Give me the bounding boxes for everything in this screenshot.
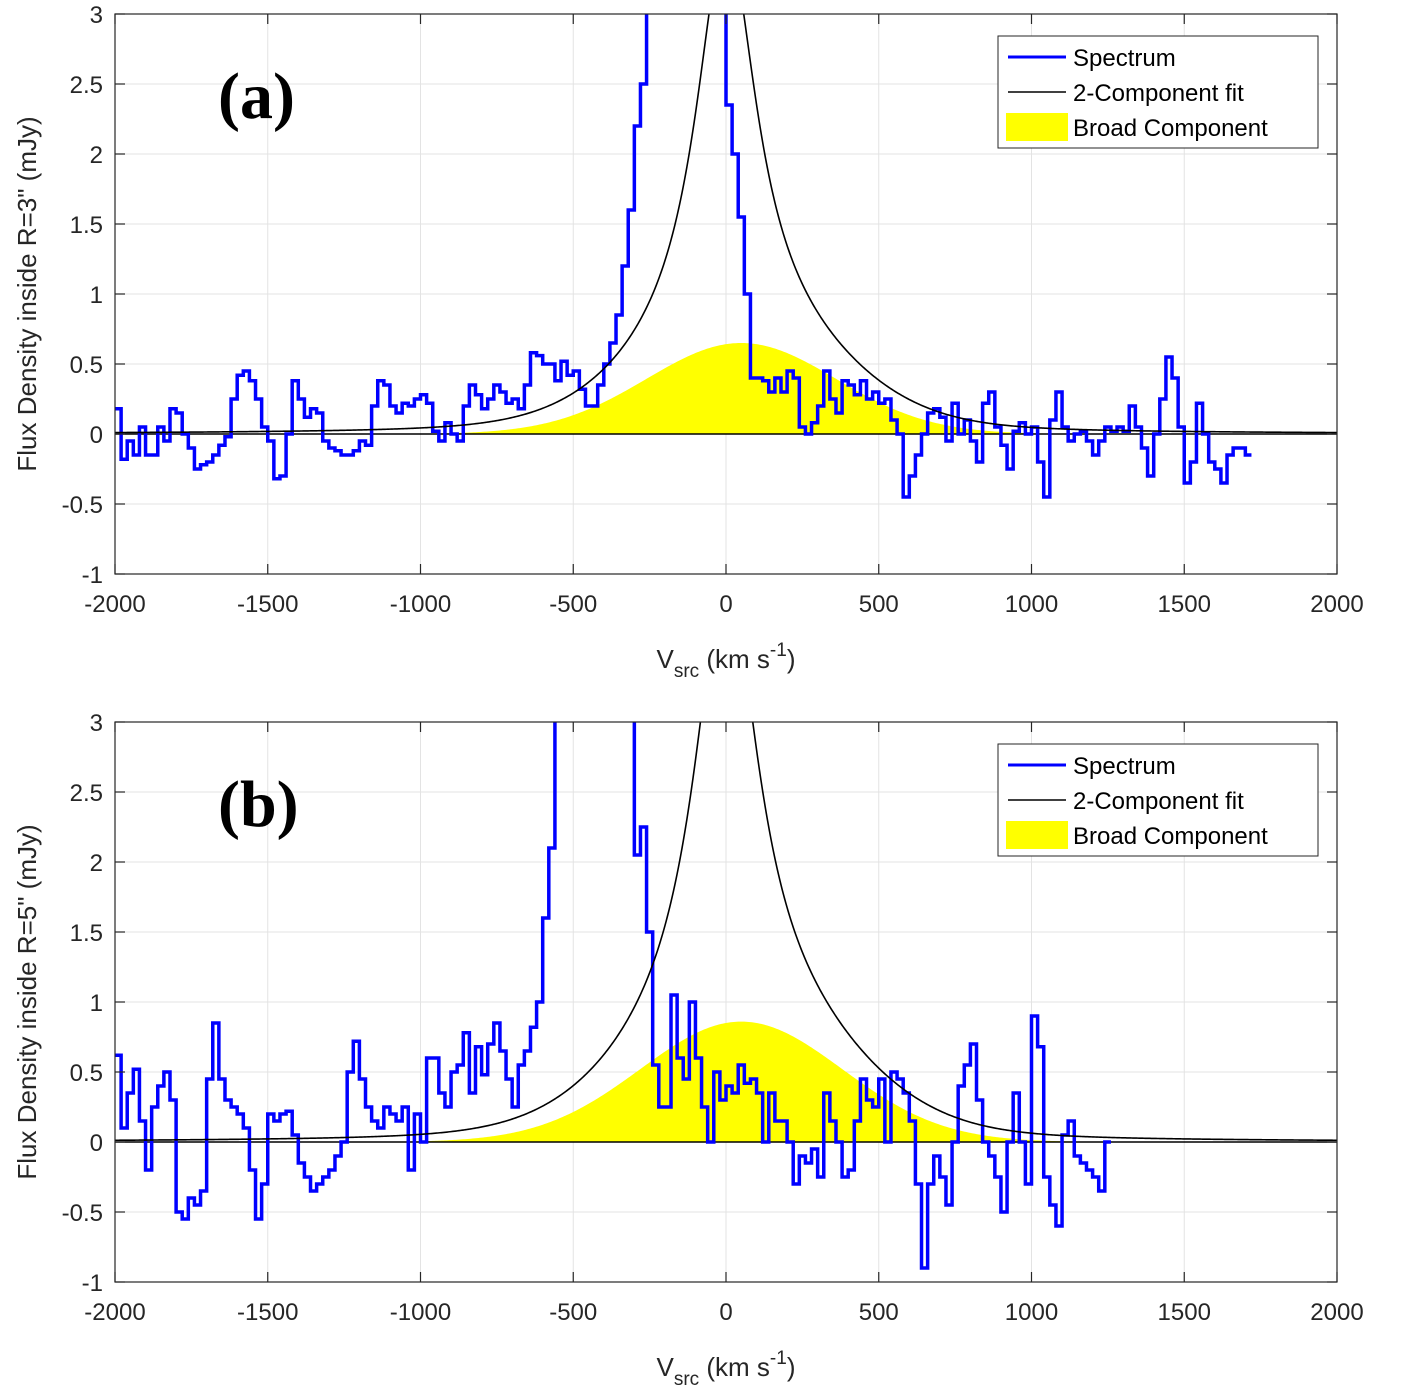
panel-a-label: (a) [218,60,295,133]
panel-b-y-tick-label: -1 [82,1270,103,1297]
panel-b-y-tick-label: 2.5 [70,780,103,807]
panel-a-x-tick-label: -2000 [84,591,145,618]
panel-b-x-tick-label: -500 [549,1299,597,1326]
panel-b-y-tick-label: 2 [90,850,103,877]
panel-a-y-tick-label: -0.5 [62,492,103,519]
panel-a-y-tick-label: 3 [90,2,103,29]
panel-a-x-tick-label: 500 [859,591,899,618]
panel-a-x-tick-label: -500 [549,591,597,618]
panel-b: -2000 -1500 -1000 -500 0 500 1000 1500 2000 -1 -0… [12,710,1364,1390]
panel-a-y-tick-label: 1 [90,282,103,309]
panel-a-x-tick-label: 0 [719,591,732,618]
panel-b-y-tick-label: 3 [90,710,103,737]
panel-b-y-tick-label: 0 [90,1130,103,1157]
panel-b-x-tick-labels: -2000 -1500 -1000 -500 0 500 1000 1500 2000 [84,1299,1363,1326]
panel-a-y-tick-label: 0.5 [70,352,103,379]
panel-a-x-tick-labels: -2000 -1500 -1000 -500 0 500 1000 1500 2000 [84,591,1363,618]
panel-a-x-tick-label: 1500 [1158,591,1211,618]
panel-a-y-axis-label: Flux Density inside R=3" (mJy) [12,116,42,471]
panel-a-legend-broad-swatch [1006,113,1068,141]
panel-a-x-tick-label: 1000 [1005,591,1058,618]
panel-a-legend: Spectrum 2-Component fit Broad Component [997,35,1319,149]
panel-b-y-tick-label: 1 [90,990,103,1017]
panel-a-legend-spectrum-label: Spectrum [1073,45,1176,72]
panel-b-legend-broad-label: Broad Component [1073,823,1268,850]
panel-b-x-tick-label: -2000 [84,1299,145,1326]
panel-a-x-tick-label: -1000 [390,591,451,618]
panel-b-y-tick-label: -0.5 [62,1200,103,1227]
panel-a-y-tick-label: 0 [90,422,103,449]
panel-a-y-tick-label: 2.5 [70,72,103,99]
panel-b-x-tick-label: 1000 [1005,1299,1058,1326]
panel-a-y-tick-label: 2 [90,142,103,169]
panel-a-y-tick-labels: -1 -0.5 0 0.5 1 1.5 2 2.5 3 [62,2,103,589]
panel-b-legend-fit-label: 2-Component fit [1073,788,1244,815]
panel-b-legend-spectrum-label: Spectrum [1073,753,1176,780]
panel-b-ticks [114,721,1338,1283]
panel-b-legend: Spectrum 2-Component fit Broad Component [997,743,1319,857]
panel-a-broad-component-area [115,343,1337,434]
panel-b-legend-broad-swatch [1006,821,1068,849]
panel-b-x-tick-label: 500 [859,1299,899,1326]
panel-b-y-tick-label: 0.5 [70,1060,103,1087]
panel-a-x-tick-label: 2000 [1310,591,1363,618]
panel-a: -2000 -1500 -1000 -500 0 500 1000 1500 2000 -1 -0… [12,2,1364,682]
panel-b-x-axis-label: Vsrc (km s-1) [656,1348,795,1390]
panel-a-x-tick-label: -1500 [237,591,298,618]
panel-b-broad-component-area [115,1021,1337,1142]
panel-b-x-tick-label: -1000 [390,1299,451,1326]
panel-a-y-tick-label: 1.5 [70,212,103,239]
panel-b-y-axis-label: Flux Density inside R=5" (mJy) [12,824,42,1179]
panel-b-x-tick-label: 0 [719,1299,732,1326]
panel-a-fit-line [115,14,1337,434]
panel-a-legend-fit-label: 2-Component fit [1073,80,1244,107]
panel-b-fit-line [115,722,1337,1142]
panel-b-x-tick-label: 2000 [1310,1299,1363,1326]
panel-b-label: (b) [218,768,299,841]
panel-a-ticks [114,13,1338,575]
panel-a-y-tick-label: -1 [82,562,103,589]
panel-b-spectrum-line [115,722,1111,1270]
panel-b-y-tick-labels: -1 -0.5 0 0.5 1 1.5 2 2.5 3 [62,710,103,1297]
panel-b-x-tick-label: -1500 [237,1299,298,1326]
panel-b-x-tick-label: 1500 [1158,1299,1211,1326]
panel-a-legend-broad-label: Broad Component [1073,115,1268,142]
panel-b-y-tick-label: 1.5 [70,920,103,947]
panel-a-x-axis-label: Vsrc (km s-1) [656,640,795,682]
